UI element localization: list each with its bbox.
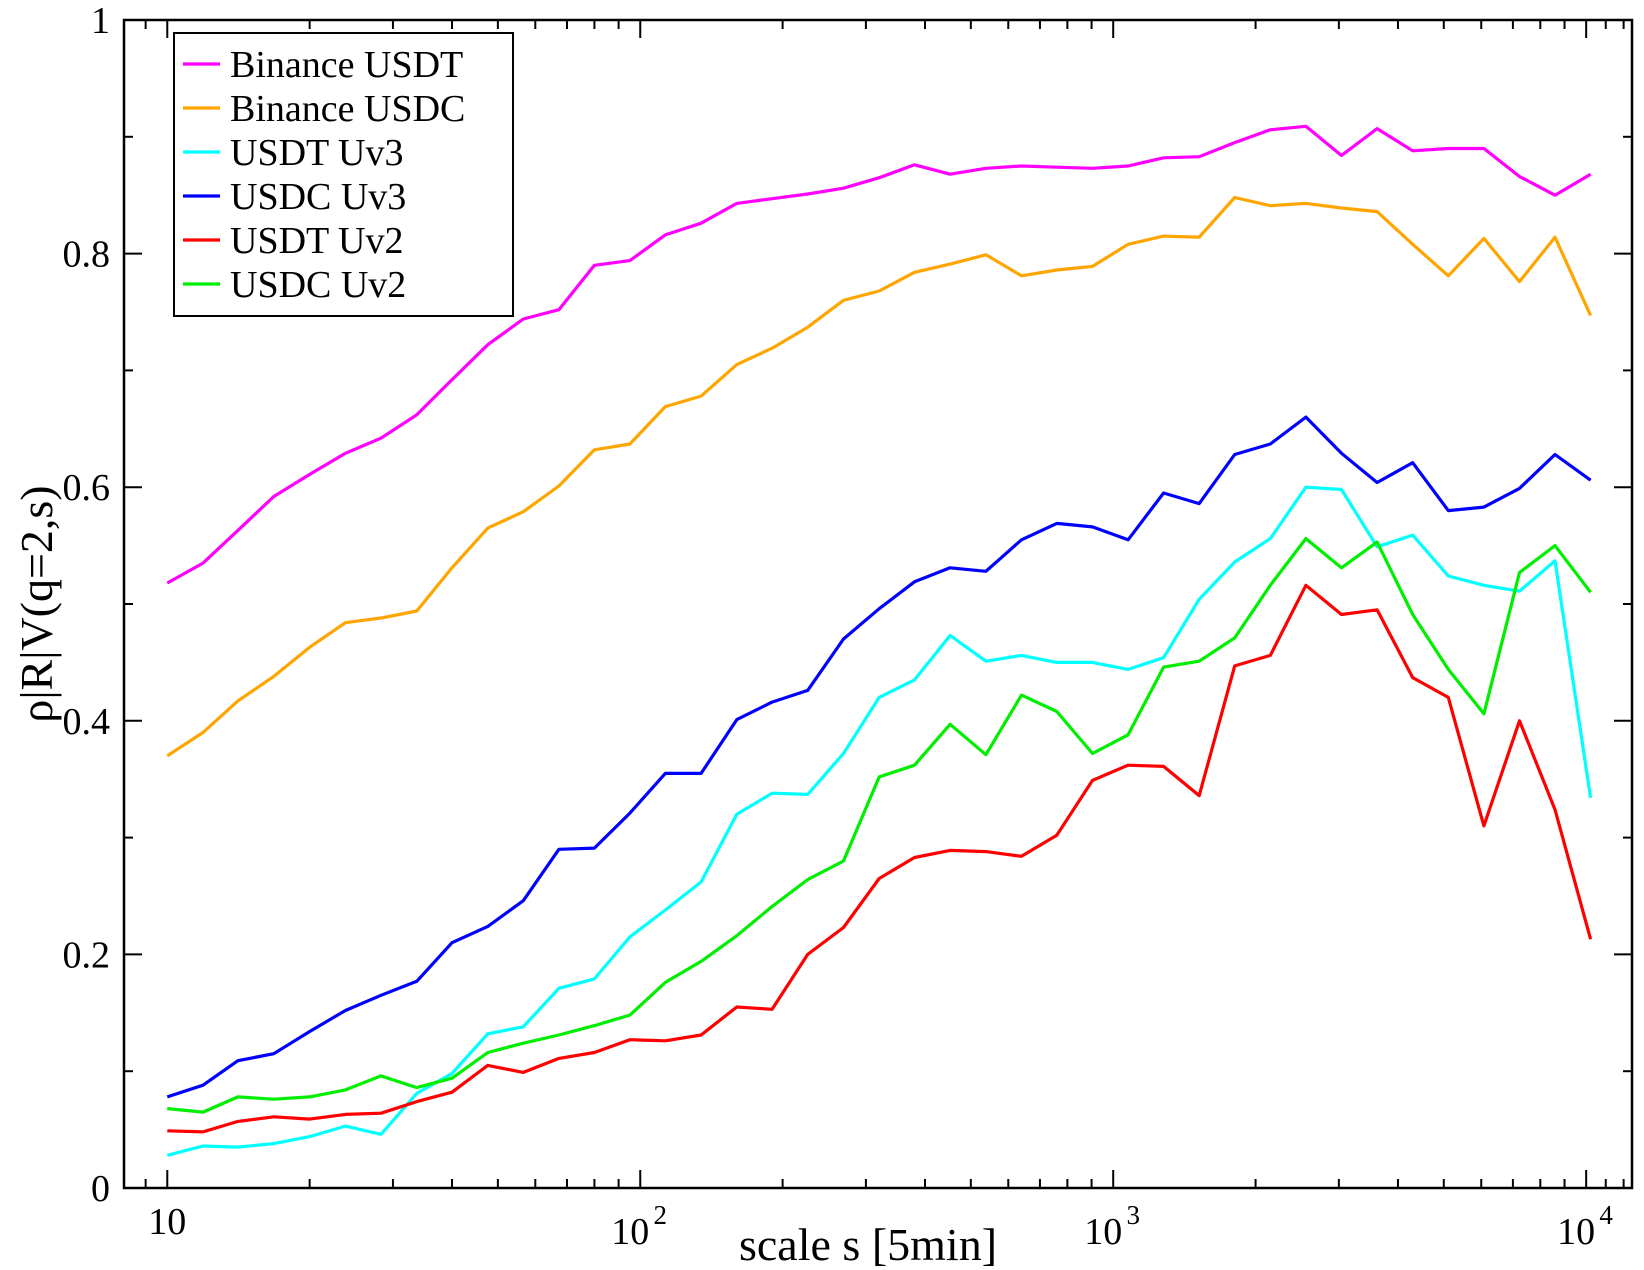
x-tick-exponent: 3 [1126, 1200, 1140, 1230]
legend-box [173, 32, 514, 317]
y-axis-title: ρ|R|V(q=2,s) [11, 485, 62, 722]
x-axis-title: scale s [5min] [739, 1219, 997, 1270]
series-line-usdt-uv3 [166, 485, 1593, 1157]
series-line-usdc-uv2 [167, 536, 1592, 1114]
legend-label: Binance USDC [230, 88, 465, 130]
x-tick-label: 10 [1084, 1211, 1122, 1253]
x-tick-exponent: 2 [653, 1200, 667, 1230]
series-line-usdt-uv2 [167, 583, 1593, 1134]
y-tick-label: 0.6 [63, 467, 111, 509]
y-tick-label: 0.2 [63, 934, 111, 976]
series-line-binance-usdc [166, 195, 1593, 758]
x-tick-label: 10 [1557, 1211, 1595, 1253]
y-tick-label: 0 [91, 1168, 110, 1210]
series-layer [166, 124, 1593, 1157]
legend-label: USDC Uv3 [230, 176, 406, 218]
series-line-usdc-uv3 [166, 415, 1592, 1099]
legend-label: USDC Uv2 [230, 264, 406, 306]
y-tick-label: 0.4 [63, 701, 111, 743]
x-tick-label: 10 [611, 1211, 649, 1253]
x-tick-exponent: 4 [1599, 1200, 1613, 1230]
legend-label: USDT Uv3 [230, 132, 404, 174]
x-tick-label: 10 [148, 1201, 186, 1243]
y-tick-label: 1 [91, 0, 110, 42]
y-tick-label: 0.8 [63, 234, 111, 276]
series-line-binance-usdt [166, 124, 1592, 585]
legend-label: Binance USDT [230, 44, 463, 86]
legend-label: USDT Uv2 [230, 220, 404, 262]
